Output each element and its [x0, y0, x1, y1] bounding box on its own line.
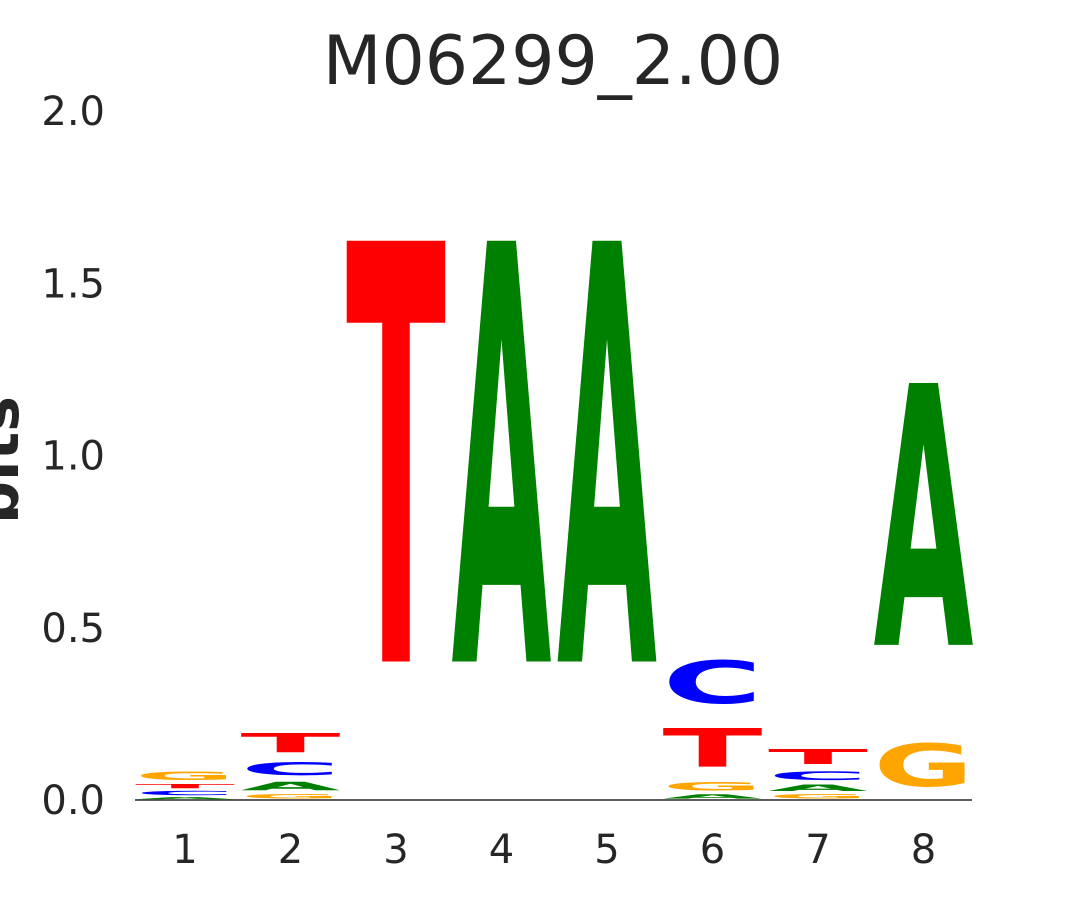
x-tick-label: 2	[278, 827, 303, 873]
logo-letter-c: C	[663, 649, 763, 717]
logo-letter-a: A	[557, 126, 658, 798]
logo-letter-t: T	[663, 718, 763, 780]
y-tick-label: 0.0	[41, 778, 105, 824]
logo-letter-t: T	[241, 728, 341, 759]
x-tick-label: 5	[594, 827, 619, 873]
logo-letter-g: G	[874, 731, 974, 800]
y-tick-label: 1.0	[41, 434, 105, 480]
x-tick-label: 6	[700, 827, 725, 873]
logo-letter-a: A	[874, 311, 975, 730]
x-tick-label: 3	[383, 827, 408, 873]
y-tick-label: 0.5	[41, 606, 105, 652]
logo-letter-g: G	[241, 793, 341, 800]
y-axis-ticks: 0.0 0.5 1.0 1.5 2.0	[41, 89, 105, 824]
logo-letter-a: A	[663, 793, 763, 800]
logo-letter-c: C	[135, 790, 235, 797]
y-axis-label: bits	[0, 396, 33, 524]
logo-letter-a: A	[241, 779, 341, 793]
chart-title: M06299_2.00	[323, 22, 783, 101]
x-tick-label: 1	[172, 827, 197, 873]
x-axis-ticks: 1 2 3 4 5 6 7 8	[172, 827, 936, 873]
logo-letter-g: G	[768, 793, 868, 800]
x-tick-label: 4	[489, 827, 514, 873]
logo-letter-c: C	[241, 759, 341, 780]
logo-letter-t: T	[135, 783, 235, 790]
logo-letter-t: T	[346, 127, 447, 799]
logo-letter-c: C	[768, 769, 868, 783]
y-tick-label: 1.5	[41, 261, 105, 307]
logo-letter-g: G	[663, 780, 763, 794]
logo-letter-a: A	[135, 797, 235, 800]
logo-letter-t: T	[768, 745, 868, 769]
y-tick-label: 2.0	[41, 89, 105, 135]
x-tick-label: 8	[911, 827, 936, 873]
logo-letter-a: A	[768, 783, 868, 793]
x-tick-label: 7	[805, 827, 830, 873]
logo-letter-a: A	[452, 126, 553, 798]
logo-letter-g: G	[135, 769, 235, 783]
